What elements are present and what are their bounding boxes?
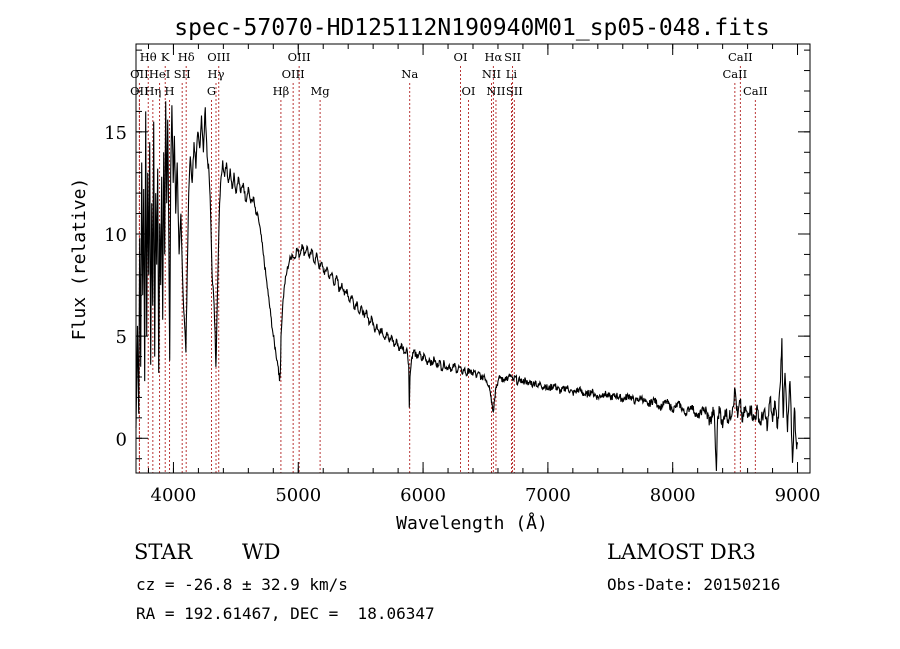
marker-label: G [207,84,216,98]
y-tick-label: 15 [104,123,127,144]
object-subclass: WD [242,540,280,564]
marker-label: OII [130,67,149,81]
marker-label: OIII [288,50,311,64]
x-tick-label: 5000 [275,485,321,506]
marker-label: Na [401,67,418,81]
marker-label: OI [462,84,476,98]
y-tick-label: 0 [116,429,127,450]
y-axis-label: Flux (relative) [69,178,90,341]
object-type: STAR [134,540,193,564]
marker-label: Hα [484,50,502,64]
marker-label: Hδ [178,50,195,64]
marker-label: SII [504,50,521,64]
x-tick-label: 6000 [400,485,446,506]
x-axis-label: Wavelength (Å) [396,512,548,534]
marker-label: CaII [722,67,747,81]
marker-label: Hβ [273,84,290,98]
marker-label: SII [174,67,191,81]
survey-name: LAMOST DR3 [607,540,756,564]
marker-label: H [165,84,175,98]
marker-label: Li [506,67,518,81]
marker-label: Hγ [208,67,225,81]
plot-frame [135,43,811,474]
marker-label: NII [482,67,501,81]
chart-title: spec-57070-HD125112N190940M01_sp05-048.f… [174,15,769,41]
x-tick-label: 4000 [151,485,197,506]
marker-label: OIII [207,50,230,64]
marker-label: SII [506,84,523,98]
x-tick-label: 9000 [775,485,821,506]
marker-label: OI [454,50,468,64]
marker-label: Hθ [140,50,157,64]
marker-label: HeI [149,67,170,81]
obs-date-text: Obs-Date: 20150216 [607,575,780,594]
marker-label: CaII [743,84,768,98]
marker-label: K [161,50,170,64]
spectrum-series-line [135,101,799,472]
axis-ticks [136,44,810,473]
marker-label: OIII [282,67,305,81]
marker-label: NII [486,84,505,98]
axis-tick-labels: 4000 5000 6000 7000 8000 9000 0 5 10 15 [104,123,820,506]
marker-label: Hη [144,84,161,98]
redshift-text: cz = -26.8 ± 32.9 km/s [136,575,348,594]
marker-label: CaII [728,50,753,64]
x-tick-label: 8000 [650,485,696,506]
y-tick-label: 5 [116,327,127,348]
coordinates-text: RA = 192.61467, DEC = 18.06347 [136,604,435,623]
y-tick-label: 10 [104,225,127,246]
x-tick-label: 7000 [525,485,571,506]
marker-label: Mg [311,84,331,98]
